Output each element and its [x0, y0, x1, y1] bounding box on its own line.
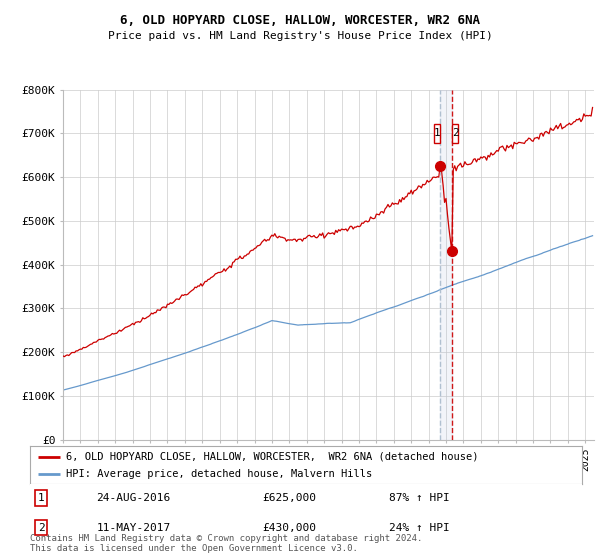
Text: Price paid vs. HM Land Registry's House Price Index (HPI): Price paid vs. HM Land Registry's House …: [107, 31, 493, 41]
FancyBboxPatch shape: [452, 124, 458, 143]
Text: 6, OLD HOPYARD CLOSE, HALLOW, WORCESTER, WR2 6NA: 6, OLD HOPYARD CLOSE, HALLOW, WORCESTER,…: [120, 14, 480, 27]
Bar: [440, 90, 452, 440]
Text: 87% ↑ HPI: 87% ↑ HPI: [389, 493, 449, 503]
Text: 2: 2: [38, 522, 44, 533]
Text: 24% ↑ HPI: 24% ↑ HPI: [389, 522, 449, 533]
Text: 24-AUG-2016: 24-AUG-2016: [96, 493, 170, 503]
Text: £430,000: £430,000: [262, 522, 316, 533]
Text: £625,000: £625,000: [262, 493, 316, 503]
Text: 1: 1: [434, 128, 440, 138]
FancyBboxPatch shape: [434, 124, 440, 143]
Text: 6, OLD HOPYARD CLOSE, HALLOW, WORCESTER,  WR2 6NA (detached house): 6, OLD HOPYARD CLOSE, HALLOW, WORCESTER,…: [66, 451, 478, 461]
Text: 11-MAY-2017: 11-MAY-2017: [96, 522, 170, 533]
Text: 2: 2: [452, 128, 459, 138]
Text: 1: 1: [38, 493, 44, 503]
Text: HPI: Average price, detached house, Malvern Hills: HPI: Average price, detached house, Malv…: [66, 469, 372, 479]
Text: Contains HM Land Registry data © Crown copyright and database right 2024.
This d: Contains HM Land Registry data © Crown c…: [30, 534, 422, 553]
